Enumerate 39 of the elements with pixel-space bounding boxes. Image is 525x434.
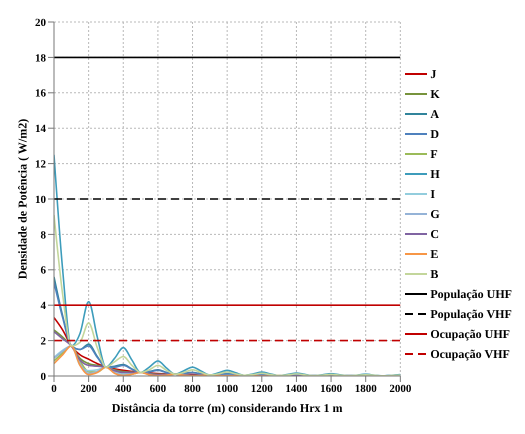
y-tick-label: 4 [40,300,46,312]
legend-label: Ocupação VHF [430,346,510,363]
y-tick-label: 6 [40,264,46,277]
legend-label: A [430,106,439,123]
legend-label: H [430,166,440,183]
legend-label: D [430,126,439,143]
y-tick-label: 16 [35,88,46,100]
y-tick-label: 10 [35,194,46,206]
x-tick-label: 400 [115,382,132,395]
x-tick-label: 1600 [320,382,343,395]
legend-label: F [430,146,438,163]
y-tick-label: 14 [35,123,46,136]
x-tick-label: 2000 [389,382,412,395]
y-axis-title: Densidade de Potência ( W/m2) [15,118,30,280]
y-tick-label: 2 [40,336,46,348]
y-tick-label: 20 [35,16,46,29]
x-tick-label: 1200 [250,382,274,395]
x-tick-label: 800 [184,382,202,395]
y-tick-label: 12 [35,158,46,171]
x-tick-label: 1000 [216,382,239,395]
legend-label: População UHF [430,286,512,303]
legend-label: J [430,66,436,83]
legend-label: E [430,246,438,263]
x-axis-title: Distância da torre (m) considerando Hrx 1 m [112,401,343,415]
legend-label: B [430,266,438,283]
legend-label: C [430,226,439,243]
y-tick-label: 18 [35,52,46,64]
legend-label: Ocupação UHF [430,326,510,343]
legend-label: G [430,206,440,223]
y-tick-label: 8 [40,229,46,242]
legend-label: K [430,86,440,103]
y-tick-label: 0 [40,370,46,383]
x-tick-label: 600 [150,382,167,395]
x-tick-label: 200 [80,382,98,395]
x-tick-label: 1400 [285,382,308,395]
x-tick-label: 1800 [354,382,378,395]
legend-label: População VHF [430,306,512,323]
legend-label: I [430,186,435,203]
x-tick-label: 0 [51,382,58,395]
